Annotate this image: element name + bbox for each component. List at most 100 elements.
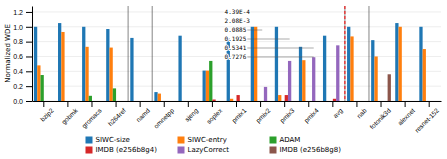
bar — [178, 36, 181, 101]
annotation: 0.1925 — [225, 35, 247, 42]
bar — [106, 29, 109, 101]
bar — [360, 101, 363, 102]
annotations: 4.39E-42.08E-30.08850.19250.53410.7276 — [225, 8, 314, 60]
legend-label: SIWC-entry — [188, 136, 227, 144]
annotation: 0.0885 — [225, 26, 247, 33]
tick-mark — [260, 101, 261, 107]
legend-swatch — [178, 137, 185, 144]
tick-mark — [429, 101, 430, 107]
bar — [58, 23, 61, 101]
bar — [429, 101, 432, 102]
legend-swatch — [178, 147, 185, 154]
tick: 1.2 — [13, 9, 32, 16]
bar — [82, 27, 85, 101]
legend-label: IMDB (e256b8g4) — [96, 146, 158, 154]
bar — [302, 60, 305, 101]
tick: resnet-152 — [413, 101, 440, 134]
tick: fotonik3d — [368, 101, 392, 130]
tick-label: fotonik3d — [368, 107, 392, 131]
tick-mark — [356, 101, 357, 107]
annotation: 2.08E-3 — [225, 17, 251, 24]
bar — [61, 32, 64, 101]
tick-label: omnetpp — [152, 107, 176, 131]
bar — [188, 101, 191, 102]
bar — [65, 101, 68, 102]
annotation-leader — [247, 30, 262, 31]
legend-item: SIWC-entry — [178, 136, 227, 144]
tick-mark — [284, 101, 285, 107]
grid-line — [32, 71, 441, 72]
bar — [99, 101, 102, 102]
bar — [195, 101, 198, 102]
bar — [275, 27, 278, 101]
tick-label: 0.0 — [13, 98, 23, 105]
bar — [237, 95, 240, 101]
bar — [312, 57, 315, 101]
tick-mark — [332, 101, 333, 107]
bar — [251, 27, 254, 101]
bar — [41, 75, 44, 101]
bar — [381, 101, 384, 102]
bar — [240, 101, 243, 102]
tick: bzip2 — [39, 101, 56, 123]
tick: gromacs — [80, 101, 104, 130]
series — [37, 27, 426, 101]
tick: namd — [135, 101, 152, 123]
annotation: 0.7276 — [225, 53, 247, 60]
tick-label: 1.2 — [13, 9, 23, 16]
legend-label: IMDB (e256b8g8) — [280, 146, 342, 154]
bar — [261, 101, 264, 102]
bar — [206, 71, 209, 101]
bar — [123, 101, 126, 102]
legend-label: LazyCorrect — [188, 146, 230, 154]
tick-label: pmix4 — [302, 107, 320, 125]
tick-label: pmix1 — [230, 107, 248, 125]
bar — [243, 101, 246, 102]
bar — [85, 47, 88, 101]
bar — [436, 101, 439, 102]
bar — [323, 36, 326, 101]
tick: 0.2 — [13, 83, 32, 90]
bar — [305, 101, 308, 102]
tick-label: alexnet — [396, 107, 416, 127]
bar — [109, 48, 112, 101]
bar — [47, 101, 50, 102]
bar — [374, 56, 377, 101]
tick-label: bzip2 — [39, 107, 56, 124]
bar — [119, 101, 122, 102]
tick-mark — [26, 71, 32, 72]
bar — [137, 101, 140, 102]
tick-label: 0.8 — [13, 38, 23, 45]
bar — [68, 101, 71, 102]
bar — [423, 49, 426, 101]
bar — [405, 101, 408, 102]
tick: gobmk — [60, 101, 80, 126]
bar — [134, 101, 137, 102]
tick-label: gobmk — [60, 106, 80, 126]
bar — [116, 101, 119, 102]
tick: sjeng — [183, 101, 200, 123]
bar — [399, 27, 402, 101]
tick: soplex — [205, 101, 224, 126]
bar — [278, 95, 281, 101]
bar — [267, 101, 270, 102]
bar — [216, 101, 219, 102]
tick-mark — [381, 101, 382, 107]
bar — [288, 61, 291, 101]
bar — [212, 100, 215, 101]
bar — [408, 101, 411, 102]
bar — [37, 65, 40, 101]
tick: 0.4 — [13, 68, 32, 75]
tick-label: nab — [355, 107, 368, 120]
tick-mark — [26, 101, 32, 102]
tick-label: pmix3 — [278, 107, 296, 125]
bar — [412, 101, 415, 102]
tick-label: 0.6 — [13, 53, 23, 60]
tick: omnetpp — [152, 101, 176, 130]
tick-mark — [212, 101, 213, 107]
tick: pmix3 — [278, 101, 296, 125]
x-axis: bzip2gobmkgromacsh264refnamdomnetppsjeng… — [33, 101, 442, 134]
tick-label: 1.0 — [13, 24, 23, 31]
tick-mark — [26, 27, 32, 28]
tick-mark — [405, 101, 406, 107]
